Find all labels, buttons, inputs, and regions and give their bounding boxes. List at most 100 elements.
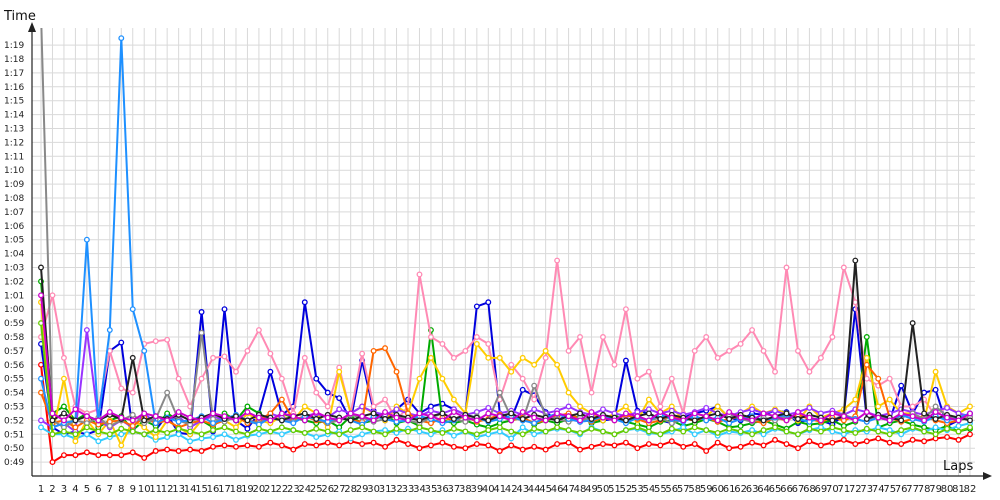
data-point — [944, 404, 951, 411]
data-point — [829, 417, 836, 424]
data-point — [382, 431, 389, 438]
data-point — [863, 375, 870, 382]
data-point — [508, 361, 515, 368]
data-point — [645, 396, 652, 403]
data-point — [72, 438, 79, 445]
data-point — [622, 417, 629, 424]
x-tick-label: 37 — [448, 484, 461, 495]
y-axis-title: Time — [3, 9, 36, 24]
data-point — [393, 425, 400, 432]
data-point — [255, 431, 262, 438]
data-point — [118, 339, 125, 346]
data-point — [450, 354, 457, 361]
data-point — [244, 417, 251, 424]
y-tick-label: 0:49 — [4, 458, 24, 468]
x-tick-label: 38 — [459, 484, 472, 495]
data-point — [278, 375, 285, 382]
y-tick-label: 1:18 — [4, 55, 24, 65]
x-tick-label: 67 — [792, 484, 805, 495]
data-point — [531, 382, 538, 389]
data-point — [932, 368, 939, 375]
x-tick-label: 45 — [539, 484, 552, 495]
data-point — [944, 414, 951, 421]
data-point — [106, 423, 113, 429]
data-point — [152, 420, 159, 427]
x-tick-label: 26 — [321, 484, 334, 495]
data-point — [313, 375, 320, 382]
data-point — [703, 404, 710, 411]
data-point — [737, 414, 744, 421]
data-point — [611, 417, 618, 424]
x-tick-label: 9 — [130, 484, 136, 495]
data-point — [347, 435, 354, 442]
data-point — [588, 389, 595, 396]
data-point — [141, 347, 148, 354]
data-point — [909, 413, 916, 420]
data-point — [416, 417, 423, 424]
data-point — [370, 410, 377, 417]
data-point — [634, 424, 641, 431]
data-point — [301, 403, 308, 410]
data-point — [129, 411, 136, 418]
data-point — [932, 416, 939, 422]
series-group — [38, 320, 973, 438]
data-point — [531, 443, 538, 450]
data-point — [565, 403, 572, 410]
data-point — [852, 441, 859, 447]
axes — [28, 22, 992, 480]
data-point — [531, 406, 538, 413]
data-point — [60, 354, 67, 361]
data-point — [301, 354, 308, 361]
x-tick-label: 2 — [49, 484, 55, 495]
x-tick-label: 11 — [149, 484, 162, 495]
data-point — [336, 368, 343, 375]
data-point — [175, 418, 182, 425]
data-point — [301, 410, 308, 417]
data-point — [473, 341, 480, 347]
y-tick-label: 1:03 — [4, 264, 24, 274]
data-point — [95, 452, 102, 459]
data-point — [600, 406, 606, 413]
data-point — [324, 439, 331, 446]
data-point — [554, 257, 561, 264]
data-point — [83, 327, 90, 333]
x-tick-label: 75 — [883, 484, 896, 495]
data-point — [531, 425, 538, 432]
data-point — [313, 389, 320, 396]
data-point — [129, 417, 136, 424]
data-point — [967, 431, 973, 438]
data-point — [737, 423, 744, 429]
data-point — [324, 389, 331, 396]
data-point — [554, 417, 561, 424]
data-point — [83, 236, 90, 243]
data-point — [450, 443, 457, 450]
y-tick-label: 1:19 — [4, 41, 24, 51]
data-point — [519, 446, 526, 453]
x-tick-label: 1 — [38, 484, 44, 495]
data-point — [60, 417, 67, 424]
data-point — [221, 306, 228, 313]
data-point — [278, 410, 285, 417]
data-point — [496, 424, 503, 431]
data-point — [783, 441, 790, 447]
data-point — [347, 427, 354, 434]
data-point — [657, 416, 664, 422]
data-point — [726, 416, 733, 422]
x-tick-label: 68 — [803, 484, 816, 495]
data-point — [267, 350, 274, 357]
x-tick-label: 63 — [746, 484, 759, 495]
data-point — [141, 410, 148, 417]
data-point — [542, 446, 549, 453]
data-point — [313, 434, 320, 441]
y-tick-label: 1:08 — [4, 194, 24, 204]
data-point — [932, 386, 939, 393]
data-point — [267, 417, 274, 424]
data-point — [106, 409, 113, 416]
data-point — [783, 428, 790, 435]
data-point — [852, 396, 859, 403]
data-point — [508, 428, 515, 435]
data-point — [898, 382, 905, 389]
x-tick-label: 50 — [597, 484, 610, 495]
data-point — [795, 445, 801, 452]
x-tick-label: 32 — [390, 484, 403, 495]
